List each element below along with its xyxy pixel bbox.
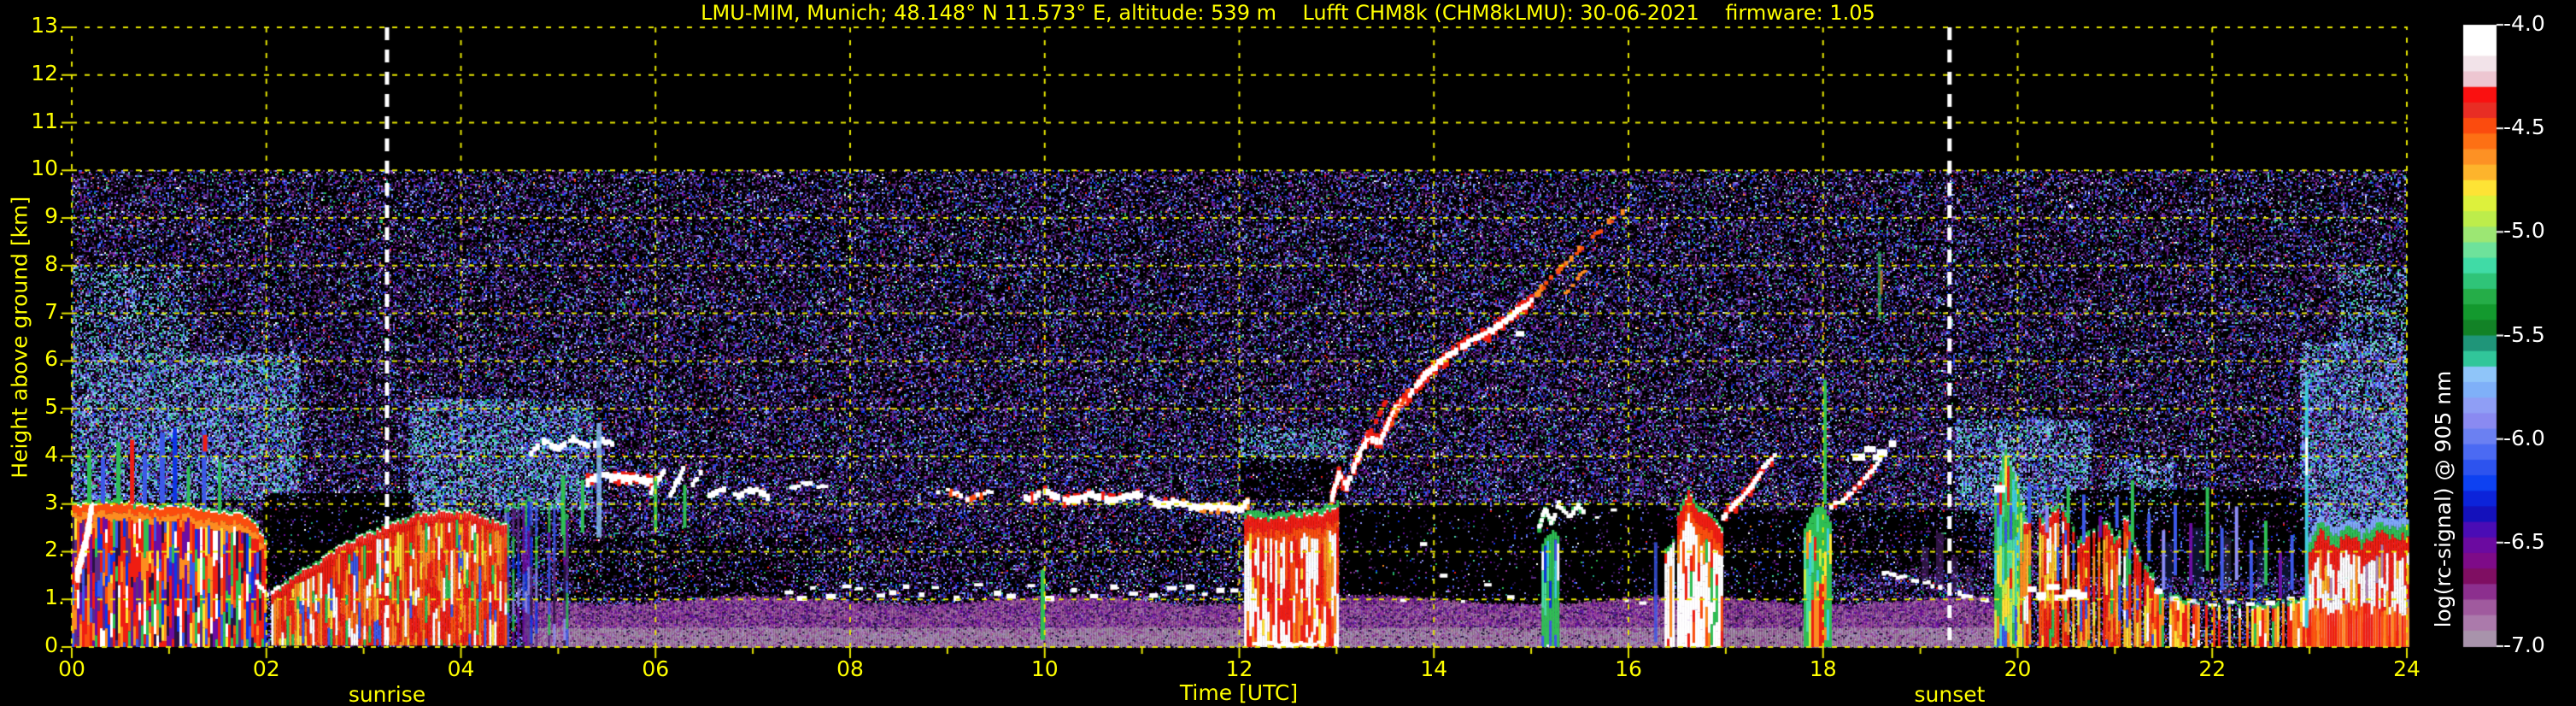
y-tick-label: 8. <box>44 250 65 276</box>
x-tick-label: 00 <box>58 656 85 681</box>
y-tick-label: 2. <box>44 537 65 562</box>
x-tick-label: 10 <box>1030 656 1059 681</box>
x-tick-label: 16 <box>1615 656 1642 681</box>
x-axis-label: Time [UTC] <box>1179 680 1299 705</box>
x-tick-label: 14 <box>1420 656 1448 681</box>
y-tick-label: 10. <box>31 156 65 181</box>
y-tick-label: 6. <box>44 346 65 372</box>
y-tick-label: 9. <box>44 203 65 229</box>
colorbar-tick-label: -6.5 <box>2503 528 2545 554</box>
y-tick-label: 7. <box>44 298 65 324</box>
colorbar-tick-label: -7.0 <box>2503 632 2545 657</box>
colorbar-tick-label: -6.0 <box>2503 425 2545 450</box>
y-tick-label: 4. <box>44 441 65 467</box>
x-tick-label: 24 <box>2393 656 2421 681</box>
x-tick-label: 08 <box>836 656 864 681</box>
colorbar-label: log(rc-signal) @ 905 nm <box>2431 370 2456 628</box>
sunset-label: sunset <box>1914 682 1986 706</box>
y-tick-label: 3. <box>44 489 65 515</box>
x-tick-label: 12 <box>1225 656 1253 681</box>
x-tick-label: 04 <box>447 656 475 681</box>
y-tick-label: 5. <box>44 394 65 420</box>
y-tick-label: 0. <box>44 632 65 657</box>
y-tick-label: 12. <box>31 60 65 85</box>
x-tick-label: 06 <box>642 656 670 681</box>
x-tick-label: 02 <box>252 656 280 681</box>
y-tick-label: 1. <box>44 585 65 610</box>
sunrise-label: sunrise <box>348 682 426 706</box>
colorbar-tick-label: -5.0 <box>2503 218 2545 244</box>
colorbar-tick-label: -5.5 <box>2503 321 2545 347</box>
x-tick-label: 18 <box>1809 656 1837 681</box>
x-tick-label: 20 <box>2004 656 2032 681</box>
y-tick-label: 11. <box>31 108 65 133</box>
x-tick-label: 22 <box>2198 656 2227 681</box>
chart-title: LMU-MIM, Munich; 48.148° N 11.573° E, al… <box>701 1 1875 25</box>
colorbar-tick-label: -4.5 <box>2503 115 2545 140</box>
y-tick-label: 13. <box>31 13 65 38</box>
colorbar-tick-label: -4.0 <box>2503 11 2545 36</box>
